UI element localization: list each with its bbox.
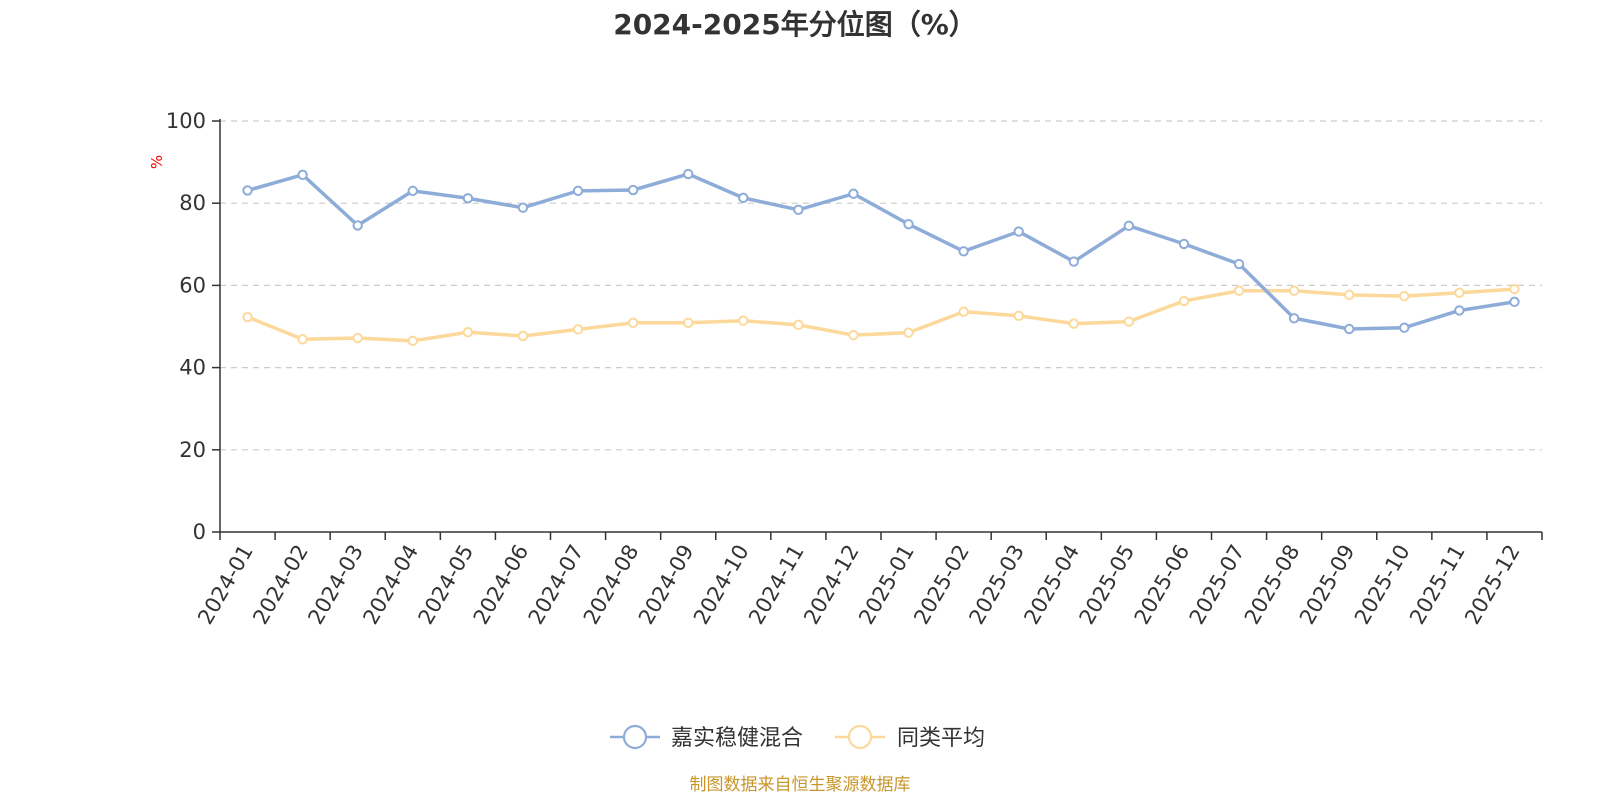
y-tick-label: 100 <box>166 109 206 133</box>
data-point[interactable] <box>1344 289 1355 301</box>
series-line <box>245 172 1517 331</box>
data-point[interactable] <box>738 315 749 326</box>
data-point[interactable] <box>848 329 859 341</box>
y-tick-label: 60 <box>179 273 206 297</box>
series-line <box>245 287 1517 343</box>
data-point[interactable] <box>1013 226 1024 237</box>
legend-label: 同类平均 <box>897 726 985 751</box>
data-point[interactable] <box>793 319 804 331</box>
data-point[interactable] <box>627 184 639 196</box>
data-point[interactable] <box>352 220 363 231</box>
data-point[interactable] <box>903 327 914 338</box>
data-point[interactable] <box>1178 238 1190 250</box>
data-point[interactable] <box>738 192 749 204</box>
data-point[interactable] <box>407 185 418 197</box>
data-point[interactable] <box>1013 310 1024 322</box>
data-point[interactable] <box>1233 285 1245 296</box>
legend-item-1[interactable]: 嘉实稳健混合 <box>610 724 803 751</box>
data-point[interactable] <box>1233 258 1245 270</box>
y-axis-ticks: 0 20 40 60 80 100 <box>166 109 220 544</box>
data-point[interactable] <box>462 193 474 204</box>
data-point[interactable] <box>242 185 253 196</box>
data-point[interactable] <box>1399 322 1410 333</box>
data-point[interactable] <box>242 311 253 323</box>
data-point[interactable] <box>1123 316 1135 327</box>
data-point[interactable] <box>1178 295 1190 307</box>
data-point[interactable] <box>848 188 859 199</box>
data-point[interactable] <box>1068 318 1079 329</box>
data-source-note: 制图数据来自恒生聚源数据库 <box>690 775 911 795</box>
data-point[interactable] <box>958 246 969 257</box>
data-point[interactable] <box>793 204 804 215</box>
legend-label: 嘉实稳健混合 <box>671 726 803 751</box>
x-axis-ticks: 2024-012024-022024-032024-042024-052024-… <box>193 532 1543 629</box>
series-2 <box>242 283 1520 347</box>
y-tick-label: 40 <box>179 356 206 380</box>
data-point[interactable] <box>352 332 363 344</box>
data-point[interactable] <box>462 327 474 338</box>
y-tick-label: 20 <box>179 438 206 462</box>
y-tick-label: 80 <box>179 191 206 215</box>
chart-title: 2024-2025年分位图（%） <box>613 8 977 41</box>
legend-item-2[interactable]: 同类平均 <box>835 724 985 751</box>
data-point[interactable] <box>1454 305 1465 316</box>
series-lines <box>242 168 1520 347</box>
x-tick-label: 2025-12 <box>1460 541 1525 629</box>
data-point[interactable] <box>297 334 308 345</box>
data-point[interactable] <box>1288 313 1300 324</box>
data-point[interactable] <box>1288 285 1300 296</box>
grid-lines <box>220 120 1542 451</box>
data-point[interactable] <box>1068 256 1079 267</box>
legend[interactable]: 嘉实稳健混合 同类平均 <box>610 724 985 751</box>
axes <box>219 119 1542 533</box>
data-point[interactable] <box>1123 220 1135 232</box>
data-point[interactable] <box>1399 290 1410 302</box>
data-point[interactable] <box>1344 323 1355 335</box>
y-axis-unit-label: % <box>148 155 166 169</box>
series-1 <box>242 168 1520 335</box>
data-point[interactable] <box>517 202 529 213</box>
legend-swatch-circle <box>847 724 873 750</box>
data-point[interactable] <box>1454 287 1465 298</box>
data-point[interactable] <box>1509 296 1520 308</box>
data-point[interactable] <box>572 324 584 335</box>
data-point[interactable] <box>1509 283 1520 295</box>
y-tick-label: 0 <box>193 520 206 544</box>
data-point[interactable] <box>958 306 969 317</box>
data-point[interactable] <box>297 169 308 181</box>
data-point[interactable] <box>572 185 584 197</box>
data-point[interactable] <box>627 317 639 329</box>
legend-swatch-circle <box>622 724 648 750</box>
data-point[interactable] <box>903 218 914 230</box>
data-point[interactable] <box>407 335 418 347</box>
data-point[interactable] <box>683 317 694 329</box>
data-point[interactable] <box>683 168 694 180</box>
data-point[interactable] <box>517 330 529 342</box>
